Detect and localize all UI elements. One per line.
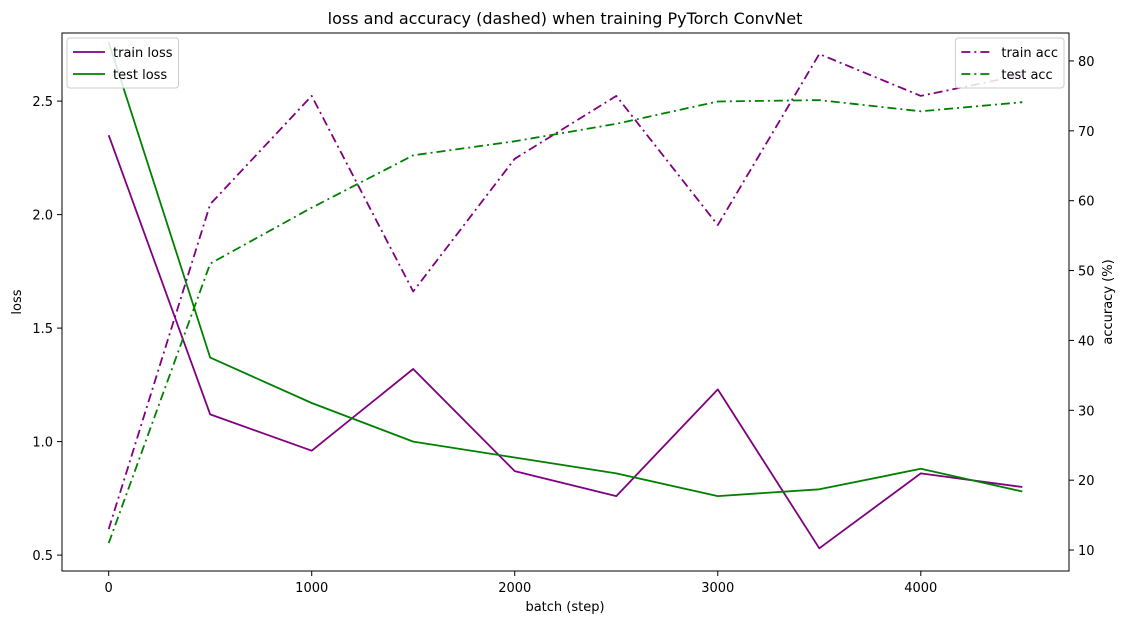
y-axis-left: 0.5 1.0 1.5 2.0 2.5 (32, 95, 62, 564)
y-right-tick-label: 10 (1078, 544, 1095, 559)
y-tick-label: 1.5 (32, 322, 53, 337)
y-right-tick-label: 70 (1078, 125, 1095, 140)
legend-box (66, 37, 180, 89)
y-right-tick-label: 40 (1078, 334, 1095, 349)
plot-frame (61, 32, 1070, 572)
legend-label-train-loss: train loss (113, 46, 173, 61)
y-right-tick-label: 60 (1078, 195, 1095, 210)
y-tick-label: 1.0 (32, 436, 53, 451)
legend-label-train-acc: train acc (1001, 46, 1058, 61)
series-line-train-loss (107, 134, 1023, 550)
x-tick-label: 2000 (498, 581, 531, 596)
legend-accuracy: train acc test acc (954, 37, 1065, 89)
series-line-train-acc (107, 53, 1023, 530)
legend-box (954, 37, 1065, 89)
series-line-test-loss (107, 41, 1023, 498)
x-tick-label: 4000 (904, 581, 937, 596)
series-line-test-acc (107, 99, 1023, 544)
x-tick-label: 3000 (701, 581, 734, 596)
x-axis: 0 1000 2000 3000 4000 (105, 571, 937, 596)
y-right-tick-label: 20 (1078, 474, 1095, 489)
y-right-tick-label: 30 (1078, 404, 1095, 419)
x-axis-label: batch (step) (525, 600, 604, 615)
y-right-tick-label: 80 (1078, 55, 1095, 70)
y-axis-label-right: accuracy (%) (1101, 259, 1116, 344)
y-right-tick-label: 50 (1078, 265, 1095, 280)
y-tick-label: 0.5 (32, 549, 53, 564)
x-tick-label: 1000 (295, 581, 328, 596)
y-axis-right: 10 20 30 40 50 60 70 80 (1069, 55, 1095, 559)
plot-lines (107, 41, 1023, 550)
legend-label-test-loss: test loss (113, 68, 167, 83)
chart-title: loss and accuracy (dashed) when training… (328, 9, 803, 28)
y-tick-label: 2.0 (32, 209, 53, 224)
x-tick-label: 0 (105, 581, 113, 596)
y-axis-label: loss (10, 289, 25, 314)
legend-label-test-acc: test acc (1001, 68, 1052, 83)
y-tick-label: 2.5 (32, 95, 53, 110)
legend-loss: train loss test loss (66, 37, 180, 89)
